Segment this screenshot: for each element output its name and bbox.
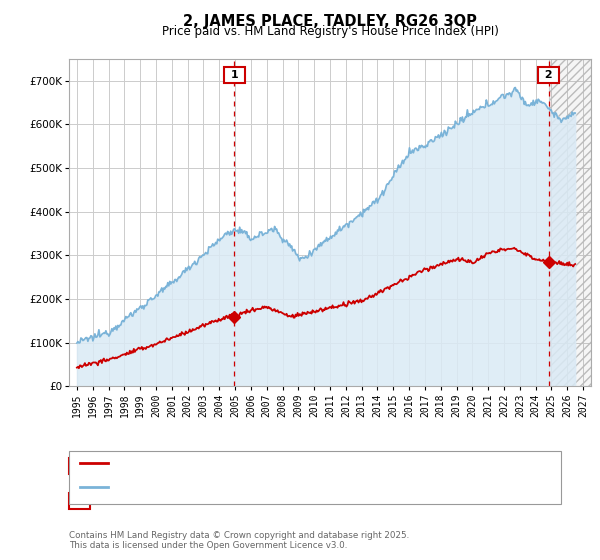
Text: 1: 1 [72,461,88,471]
Bar [549,59,591,386]
Text: 16-DEC-2004: 16-DEC-2004 [108,461,182,471]
Text: 52% ↓ HPI: 52% ↓ HPI [399,496,458,506]
Text: Contains HM Land Registry data © Crown copyright and database right 2025.
This d: Contains HM Land Registry data © Crown c… [69,530,409,550]
Text: 2: 2 [72,496,88,506]
Text: 1: 1 [227,70,242,80]
Bar [549,59,591,386]
Text: 01-NOV-2024: 01-NOV-2024 [108,496,182,506]
Text: Price paid vs. HM Land Registry's House Price Index (HPI): Price paid vs. HM Land Registry's House … [161,25,499,38]
Text: £160,000: £160,000 [279,461,332,471]
Text: £285,000: £285,000 [279,496,332,506]
Text: 2: 2 [541,70,557,80]
Text: 51% ↓ HPI: 51% ↓ HPI [399,461,458,471]
Text: HPI: Average price, detached house, Basingstoke and Deane: HPI: Average price, detached house, Basi… [114,482,430,492]
Text: 2, JAMES PLACE, TADLEY, RG26 3QP: 2, JAMES PLACE, TADLEY, RG26 3QP [183,14,477,29]
Text: 2, JAMES PLACE, TADLEY, RG26 3QP (detached house): 2, JAMES PLACE, TADLEY, RG26 3QP (detach… [114,458,396,468]
